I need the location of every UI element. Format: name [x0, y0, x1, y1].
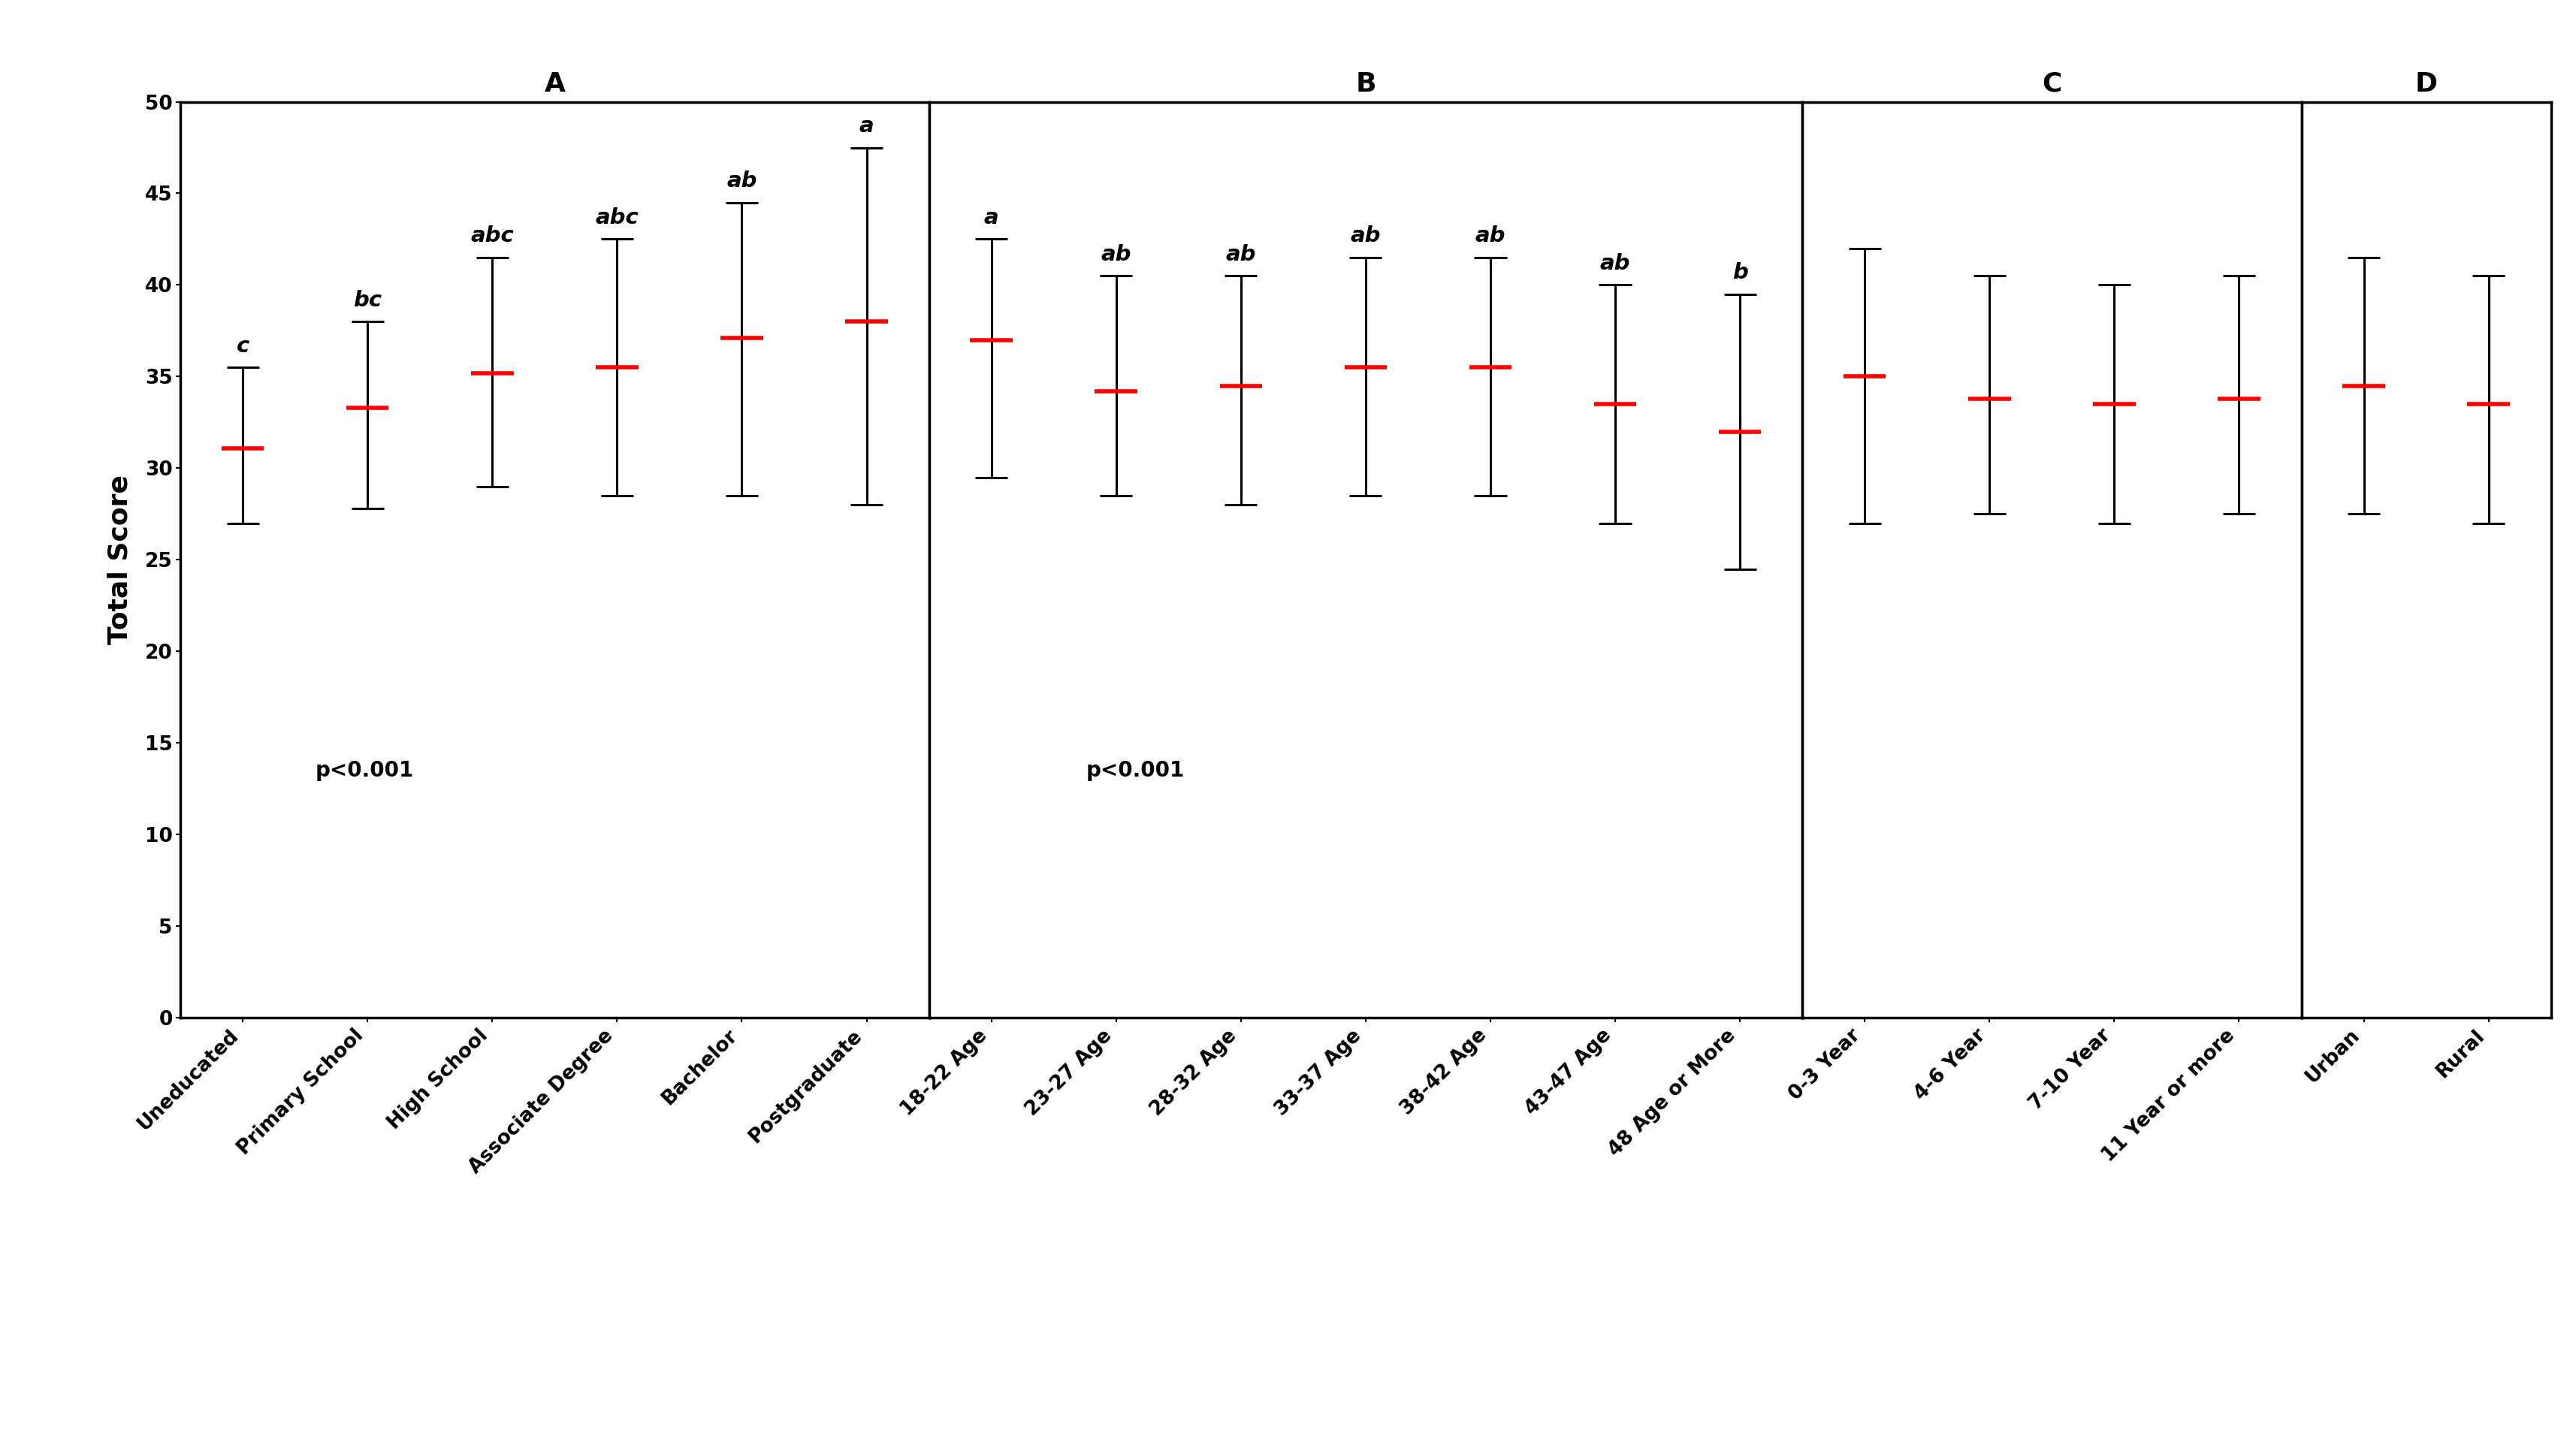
Text: a: a: [984, 206, 999, 228]
Text: ab: ab: [1600, 253, 1631, 273]
Title: B: B: [1355, 71, 1376, 96]
Text: bc: bc: [353, 289, 381, 311]
Title: A: A: [544, 71, 564, 96]
Text: p<0.001: p<0.001: [314, 760, 415, 781]
Text: c: c: [237, 336, 250, 356]
Text: abc: abc: [471, 225, 513, 247]
Text: ab: ab: [1476, 225, 1504, 247]
Title: D: D: [2414, 71, 2437, 96]
Text: p<0.001: p<0.001: [1087, 760, 1185, 781]
Text: abc: abc: [595, 206, 639, 228]
Text: a: a: [858, 115, 873, 137]
Y-axis label: Total Score: Total Score: [106, 475, 131, 644]
Text: ab: ab: [726, 170, 757, 192]
Text: ab: ab: [1226, 244, 1255, 265]
Text: ab: ab: [1350, 225, 1381, 247]
Text: b: b: [1731, 262, 1747, 284]
Title: C: C: [2040, 71, 2061, 96]
Text: ab: ab: [1100, 244, 1131, 265]
